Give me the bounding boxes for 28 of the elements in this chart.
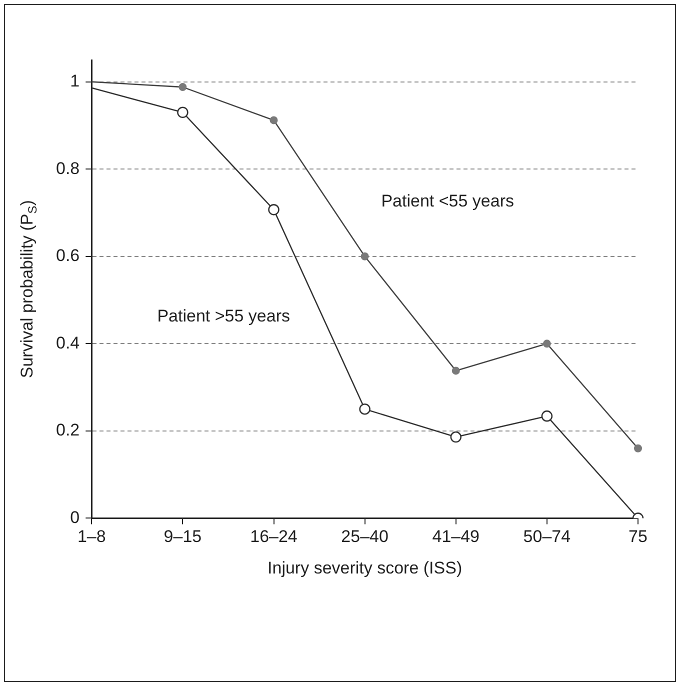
point: [452, 366, 460, 375]
x-tick-label: 1–8: [77, 527, 106, 546]
point: [270, 116, 278, 124]
point: [542, 340, 551, 348]
point: [634, 444, 642, 452]
x-tick-label: 25–40: [341, 527, 388, 546]
point: [360, 252, 369, 260]
point: [177, 106, 188, 118]
y-tick-label: 0.8: [56, 158, 80, 178]
y-axis-title: Survival probability (PS): [18, 200, 40, 378]
y-tick-label: 1: [70, 72, 80, 91]
x-tick-label: 50–74: [523, 527, 571, 546]
y-tick-label: 0.6: [56, 246, 80, 266]
x-tick-label: 41–49: [432, 527, 480, 546]
text: Patient <55 years: [381, 192, 514, 211]
point: [541, 410, 553, 422]
series-label: Patient >55 years: [157, 306, 290, 326]
x-tick-label: 75: [628, 527, 648, 546]
point: [450, 431, 462, 443]
point: [359, 403, 370, 415]
y-tick-label: 0: [70, 508, 80, 527]
x-tick-label: 16–24: [250, 527, 298, 546]
y-tick-label: 0.2: [56, 420, 80, 440]
y-tick-label: 0.4: [56, 333, 80, 352]
point: [178, 83, 187, 92]
point: [268, 204, 280, 216]
x-axis-title: Injury severity score (ISS): [268, 558, 462, 578]
x-tick-label: 9–15: [164, 527, 202, 546]
